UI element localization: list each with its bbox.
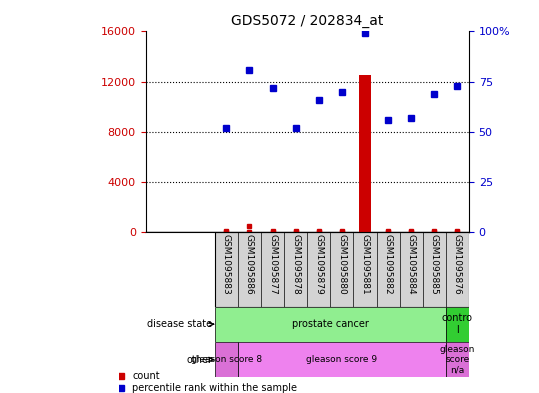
Text: percentile rank within the sample: percentile rank within the sample bbox=[132, 383, 297, 393]
Text: GSM1095879: GSM1095879 bbox=[314, 234, 323, 295]
Text: prostate cancer: prostate cancer bbox=[292, 319, 369, 329]
Text: GSM1095880: GSM1095880 bbox=[337, 234, 347, 295]
Text: gleason score 8: gleason score 8 bbox=[191, 355, 262, 364]
Bar bbox=[215, 307, 446, 342]
Text: disease state: disease state bbox=[147, 319, 212, 329]
Text: GSM1095877: GSM1095877 bbox=[268, 234, 277, 295]
Bar bbox=[359, 75, 371, 232]
Text: contro
l: contro l bbox=[442, 314, 473, 335]
Bar bbox=[446, 342, 469, 377]
Text: GSM1095878: GSM1095878 bbox=[291, 234, 300, 295]
Bar bbox=[446, 307, 469, 342]
Text: gleason score 9: gleason score 9 bbox=[306, 355, 377, 364]
Text: GSM1095885: GSM1095885 bbox=[430, 234, 439, 295]
Text: GSM1095886: GSM1095886 bbox=[245, 234, 254, 295]
Text: GSM1095884: GSM1095884 bbox=[407, 234, 416, 295]
Text: GSM1095883: GSM1095883 bbox=[222, 234, 231, 295]
Text: count: count bbox=[132, 371, 160, 382]
Title: GDS5072 / 202834_at: GDS5072 / 202834_at bbox=[231, 14, 383, 28]
Text: gleason
score
n/a: gleason score n/a bbox=[440, 345, 475, 375]
Bar bbox=[215, 232, 469, 307]
Bar bbox=[215, 342, 238, 377]
Text: GSM1095876: GSM1095876 bbox=[453, 234, 462, 295]
Bar bbox=[146, 31, 215, 232]
Text: GSM1095882: GSM1095882 bbox=[384, 234, 392, 295]
Text: other: other bbox=[186, 354, 212, 365]
Bar bbox=[238, 342, 446, 377]
Text: GSM1095881: GSM1095881 bbox=[361, 234, 369, 295]
